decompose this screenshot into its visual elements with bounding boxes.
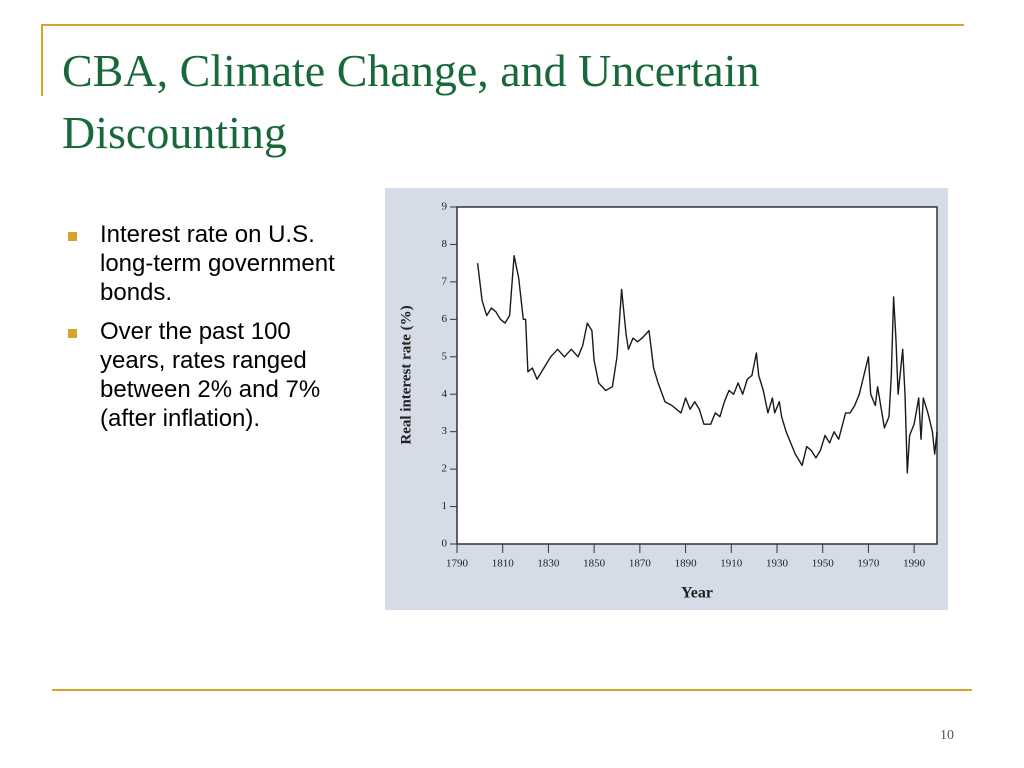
- x-axis-label: Year: [681, 585, 713, 602]
- x-tick-label: 1870: [629, 558, 652, 570]
- left-rule: [41, 24, 43, 96]
- page-number: 10: [940, 728, 954, 743]
- y-axis-label: Real interest rate (%): [398, 305, 414, 444]
- y-tick-label: 7: [442, 275, 448, 287]
- plot-frame: [456, 206, 938, 545]
- bottom-rule: [52, 689, 972, 691]
- y-tick-label: 9: [442, 201, 448, 213]
- x-tick-label: 1790: [446, 558, 469, 570]
- y-tick-label: 4: [442, 388, 448, 400]
- x-tick-label: 1810: [492, 558, 515, 570]
- top-rule: [42, 24, 964, 26]
- y-tick-label: 3: [442, 425, 448, 437]
- data-line: [476, 255, 938, 474]
- x-tick-label: 1930: [766, 558, 789, 570]
- y-tick-label: 5: [442, 350, 448, 362]
- y-tick-label: 6: [442, 313, 448, 325]
- x-tick-label: 1970: [857, 558, 880, 570]
- x-tick-label: 1910: [720, 558, 743, 570]
- x-tick-label: 1990: [903, 558, 926, 570]
- y-tick-label: 1: [442, 500, 448, 512]
- bullet-list: Interest rate on U.S. long-term governme…: [60, 220, 360, 443]
- y-tick-label: 8: [442, 238, 448, 250]
- x-tick-label: 1850: [583, 558, 606, 570]
- slide-title: CBA, Climate Change, and Uncertain Disco…: [62, 45, 760, 158]
- y-tick-label: 2: [442, 463, 448, 475]
- bullet: Interest rate on U.S. long-term governme…: [60, 220, 355, 307]
- y-tick-label: 0: [442, 538, 448, 550]
- x-tick-label: 1890: [675, 558, 698, 570]
- x-tick-label: 1830: [537, 558, 560, 570]
- bullet: Over the past 100 years, rates ranged be…: [60, 317, 355, 433]
- x-tick-label: 1950: [812, 558, 835, 570]
